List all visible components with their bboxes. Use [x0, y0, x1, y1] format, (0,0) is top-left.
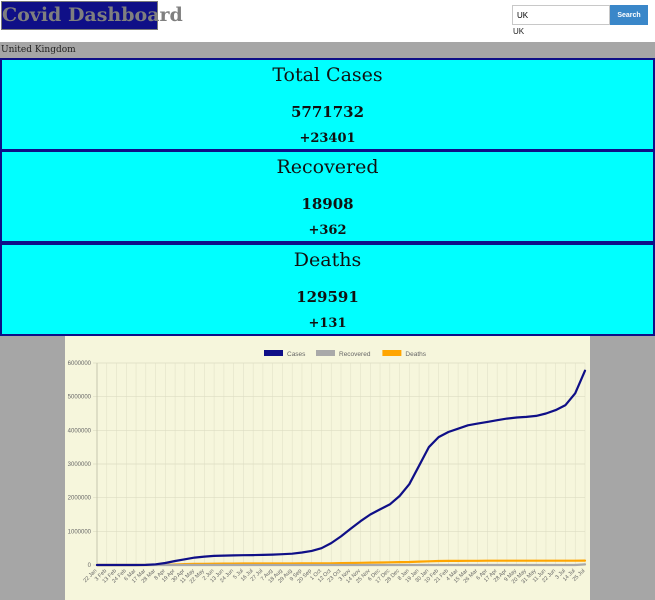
legend-label-cases: Cases: [287, 351, 306, 358]
covid-line-chart: 0 1000000 2000000 3000000 4000000 5000000 6000…: [65, 336, 590, 600]
search-echo: UK: [513, 27, 525, 36]
card-value: 5771732: [290, 103, 365, 121]
search-button[interactable]: Search: [610, 5, 648, 25]
legend-swatch-deaths: [382, 350, 402, 356]
card-delta: +362: [308, 223, 347, 238]
y-tick-label: 3000000: [68, 462, 92, 468]
card-title: Recovered: [276, 156, 379, 178]
y-tick-label: 2000000: [68, 496, 92, 502]
card-delta: +131: [308, 316, 347, 331]
recovered-card: Recovered 18908 +362: [0, 150, 655, 243]
y-tick-label: 0: [88, 563, 92, 569]
deaths-card: Deaths 129591 +131: [0, 243, 655, 336]
dashboard-title: Covid Dashboard: [1, 1, 183, 30]
legend-swatch-recovered: [316, 350, 335, 356]
series-line-recovered: [95, 563, 587, 567]
legend-label-deaths: Deaths: [405, 351, 426, 358]
series-line-cases: [95, 369, 587, 567]
country-label: United Kingdom: [1, 45, 76, 55]
y-tick-label: 1000000: [68, 529, 92, 535]
y-tick-label: 6000000: [68, 361, 92, 367]
chart-svg: 0 1000000 2000000 3000000 4000000 5000000 6000…: [68, 350, 587, 585]
card-title: Total Cases: [272, 64, 383, 86]
legend-swatch-cases: [264, 350, 283, 356]
y-tick-label: 5000000: [68, 395, 92, 401]
total-cases-card: Total Cases 5771732 +23401: [0, 58, 655, 151]
search-input[interactable]: [512, 5, 610, 25]
card-value: 18908: [301, 195, 354, 213]
header: Covid Dashboard Search UK: [0, 0, 655, 42]
card-delta: +23401: [299, 131, 356, 146]
y-tick-label: 4000000: [68, 428, 92, 434]
card-title: Deaths: [293, 249, 362, 271]
legend-label-recovered: Recovered: [339, 351, 371, 358]
card-value: 129591: [296, 288, 359, 306]
